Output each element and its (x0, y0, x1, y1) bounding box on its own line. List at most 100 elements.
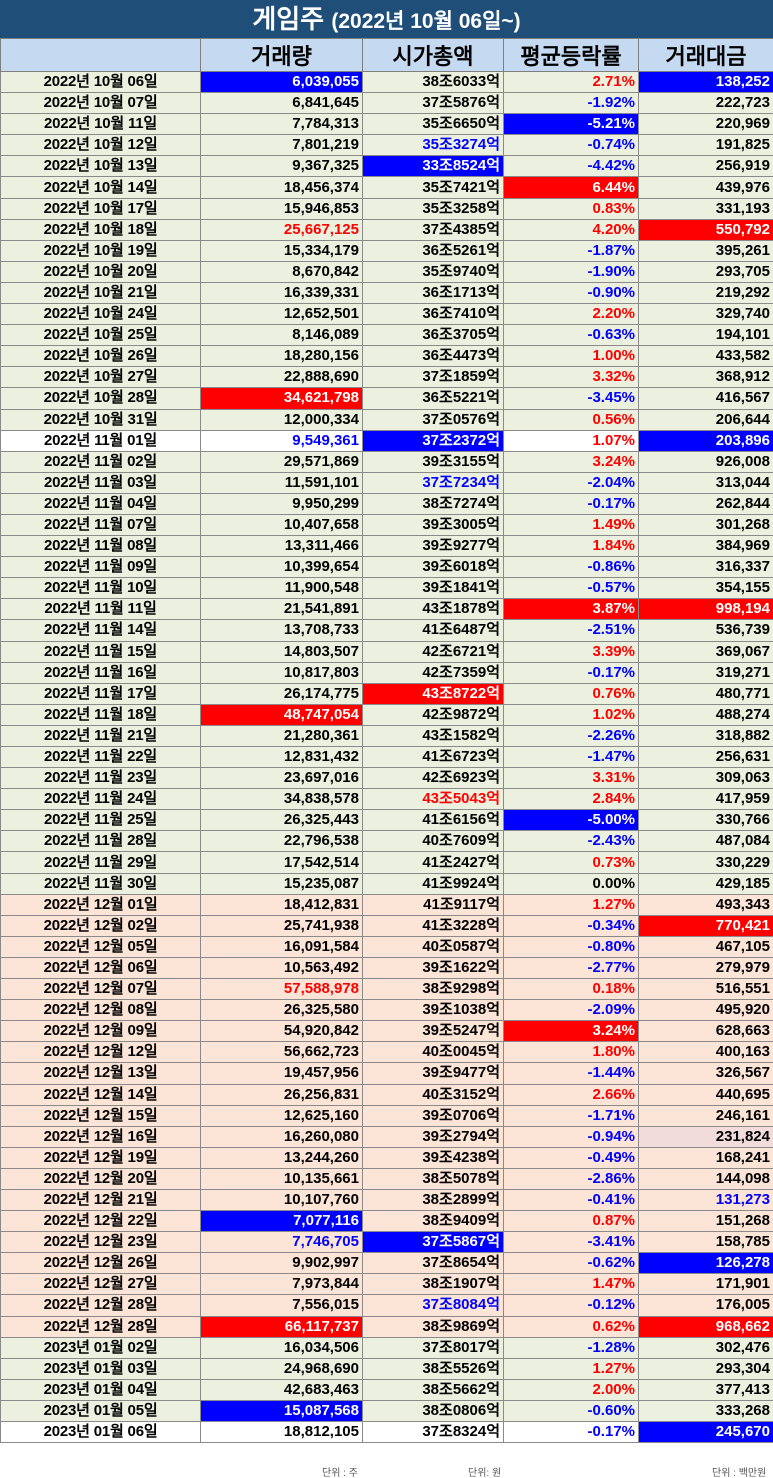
table-row: 2022년 12월 02일 25,741,938 41조3228억 -0.34% 770… (0, 914, 773, 937)
cell-date: 2022년 12월 23일 (0, 1231, 201, 1254)
cell-avg-change: 2.71% (503, 70, 639, 94)
table-row: 2022년 11월 23일 23,697,016 42조6923억 3.31% 309,… (0, 767, 773, 790)
cell-trade-value: 439,976 (638, 176, 773, 199)
cell-avg-change: -0.62% (503, 1252, 639, 1275)
table-row: 2022년 11월 25일 26,325,443 41조6156억 -5.00% 330… (0, 809, 773, 832)
cell-avg-change: -2.04% (503, 471, 639, 494)
cell-volume: 12,625,160 (200, 1104, 363, 1127)
cell-trade-value: 138,252 (638, 70, 773, 94)
cell-trade-value: 326,567 (638, 1062, 773, 1085)
cell-volume: 7,801,219 (200, 134, 363, 157)
cell-trade-value: 203,896 (638, 429, 773, 452)
cell-date: 2022년 11월 10일 (0, 577, 201, 600)
cell-trade-value: 301,268 (638, 513, 773, 537)
cell-avg-change: 1.84% (503, 535, 639, 558)
cell-volume: 29,571,869 (200, 450, 363, 473)
cell-market-cap: 36조5221억 (362, 387, 504, 410)
cell-avg-change: 3.24% (503, 1020, 639, 1043)
cell-trade-value: 279,979 (638, 956, 773, 980)
cell-avg-change: 0.62% (503, 1315, 639, 1338)
cell-avg-change: 6.44% (503, 176, 639, 199)
cell-volume: 16,260,080 (200, 1125, 363, 1148)
cell-volume: 10,407,658 (200, 513, 363, 537)
cell-avg-change: 1.47% (503, 1273, 639, 1296)
cell-trade-value: 262,844 (638, 492, 773, 515)
header-volume: 거래량 (200, 38, 363, 72)
cell-market-cap: 40조0045억 (362, 1041, 504, 1064)
cell-market-cap: 39조1841억 (362, 577, 504, 600)
cell-date: 2022년 12월 22일 (0, 1210, 201, 1233)
table-row: 2022년 11월 28일 22,796,538 40조7609억 -2.43% 487… (0, 830, 773, 853)
cell-date: 2022년 11월 17일 (0, 682, 201, 705)
cell-trade-value: 333,268 (638, 1399, 773, 1423)
cell-avg-change: -2.43% (503, 830, 639, 853)
cell-date: 2022년 10월 20일 (0, 260, 201, 283)
table-row: 2022년 10월 25일 8,146,089 36조3705억 -0.63% 194,… (0, 324, 773, 347)
cell-date: 2022년 11월 21일 (0, 724, 201, 748)
cell-trade-value: 493,343 (638, 893, 773, 916)
cell-volume: 26,256,831 (200, 1083, 363, 1106)
cell-avg-change: -2.09% (503, 999, 639, 1022)
cell-date: 2022년 11월 23일 (0, 767, 201, 790)
cell-date: 2022년 11월 15일 (0, 640, 201, 663)
cell-avg-change: 1.80% (503, 1041, 639, 1064)
cell-volume: 18,812,105 (200, 1420, 363, 1444)
cell-trade-value: 151,268 (638, 1210, 773, 1233)
cell-avg-change: -4.42% (503, 155, 639, 178)
cell-trade-value: 256,919 (638, 155, 773, 178)
cell-volume: 7,746,705 (200, 1231, 363, 1254)
cell-market-cap: 37조0576억 (362, 408, 504, 431)
table-row: 2022년 10월 12일 7,801,219 35조3274억 -0.74% 191,… (0, 134, 773, 157)
cell-avg-change: 2.20% (503, 303, 639, 326)
cell-avg-change: 3.87% (503, 598, 639, 621)
cell-date: 2022년 12월 02일 (0, 914, 201, 937)
cell-date: 2023년 01월 02일 (0, 1336, 201, 1359)
cell-volume: 56,662,723 (200, 1041, 363, 1064)
cell-market-cap: 36조3705억 (362, 324, 504, 347)
cell-market-cap: 38조6033억 (362, 70, 504, 94)
cell-market-cap: 42조6923억 (362, 767, 504, 790)
table-row: 2022년 10월 24일 12,652,501 36조7410억 2.20% 329,… (0, 303, 773, 326)
cell-date: 2022년 10월 17일 (0, 197, 201, 220)
cell-avg-change: 3.39% (503, 640, 639, 663)
table-row: 2022년 11월 17일 26,174,775 43조8722억 0.76% 480,… (0, 682, 773, 705)
cell-market-cap: 35조3258억 (362, 197, 504, 220)
cell-trade-value: 246,161 (638, 1104, 773, 1127)
cell-trade-value: 330,229 (638, 851, 773, 874)
cell-volume: 66,117,737 (200, 1315, 363, 1338)
cell-trade-value: 467,105 (638, 935, 773, 958)
cell-market-cap: 41조2427억 (362, 851, 504, 874)
table-row: 2022년 11월 09일 10,399,654 39조6018억 -0.86% 316… (0, 556, 773, 579)
cell-volume: 9,549,361 (200, 429, 363, 452)
cell-trade-value: 926,008 (638, 450, 773, 473)
cell-trade-value: 313,044 (638, 471, 773, 494)
cell-volume: 15,334,179 (200, 239, 363, 262)
cell-date: 2022년 11월 25일 (0, 809, 201, 832)
unit-market-cap: 단위: 원 (468, 1468, 502, 1478)
cell-volume: 21,280,361 (200, 724, 363, 748)
table-row: 2022년 12월 06일 10,563,492 39조1622억 -2.77% 279… (0, 956, 773, 980)
cell-trade-value: 495,920 (638, 999, 773, 1022)
table-row: 2022년 11월 01일 9,549,361 37조2372억 1.07% 203,8… (0, 429, 773, 452)
cell-date: 2022년 12월 26일 (0, 1252, 201, 1275)
cell-market-cap: 42조7359억 (362, 661, 504, 684)
cell-volume: 7,973,844 (200, 1273, 363, 1296)
cell-trade-value: 354,155 (638, 577, 773, 600)
cell-date: 2022년 11월 24일 (0, 788, 201, 811)
cell-date: 2022년 12월 13일 (0, 1062, 201, 1085)
table-row: 2022년 12월 20일 10,135,661 38조5078억 -2.86% 144… (0, 1167, 773, 1190)
cell-avg-change: -0.17% (503, 1420, 639, 1444)
cell-date: 2023년 01월 03일 (0, 1357, 201, 1380)
cell-trade-value: 256,631 (638, 745, 773, 769)
cell-date: 2023년 01월 04일 (0, 1378, 201, 1401)
table-row: 2022년 10월 26일 18,280,156 36조4473억 1.00% 433,… (0, 345, 773, 368)
cell-market-cap: 40조0587억 (362, 935, 504, 958)
cell-trade-value: 220,969 (638, 113, 773, 136)
cell-date: 2022년 12월 20일 (0, 1167, 201, 1190)
cell-date: 2022년 10월 19일 (0, 239, 201, 262)
cell-trade-value: 400,163 (638, 1041, 773, 1064)
table-row: 2023년 01월 04일 42,683,463 38조5662억 2.00% 377,… (0, 1378, 773, 1401)
cell-market-cap: 35조9740억 (362, 260, 504, 283)
table-row: 2022년 12월 08일 26,325,580 39조1038억 -2.09% 495… (0, 999, 773, 1022)
cell-date: 2022년 12월 28일 (0, 1294, 201, 1317)
